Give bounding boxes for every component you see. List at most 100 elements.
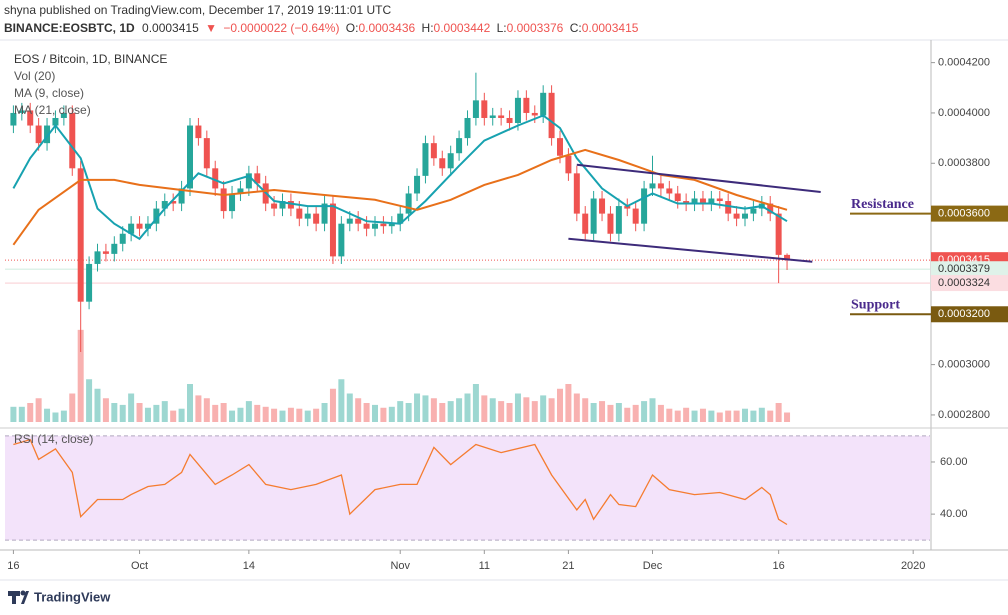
ohlc-value: 0.0003415 <box>582 21 639 35</box>
y-tick-label: 0.0004200 <box>938 57 990 69</box>
candle-body <box>372 223 378 229</box>
candle-body <box>615 206 622 234</box>
volume-bar <box>128 393 135 422</box>
volume-bar <box>271 408 278 422</box>
candle-body <box>271 203 278 209</box>
candle-body <box>397 213 404 224</box>
volume-bar <box>102 398 109 422</box>
candle-body <box>111 243 118 254</box>
volume-bar <box>683 407 690 422</box>
candle-body <box>69 112 76 169</box>
volume-bar <box>691 410 698 422</box>
volume-bar <box>447 401 454 422</box>
candle-body <box>44 125 51 144</box>
x-tick-label: Oct <box>131 560 148 572</box>
candle-body <box>86 263 93 302</box>
logo-shape <box>21 591 29 604</box>
volume-bar <box>178 408 185 422</box>
candle-body <box>178 188 185 204</box>
volume-bar <box>464 393 471 422</box>
level-name: Resistance <box>851 197 914 212</box>
candle-body <box>161 201 168 209</box>
volume-bar <box>187 384 193 422</box>
volume-bar <box>439 403 446 422</box>
x-tick-label: Dec <box>643 560 663 572</box>
candle-body <box>313 213 320 224</box>
candle-body <box>447 153 454 169</box>
candle-body <box>18 110 25 113</box>
ohlc-key: H: <box>422 21 434 35</box>
volume-bar <box>750 410 757 422</box>
volume-bar <box>111 403 118 422</box>
volume-bar <box>35 398 42 422</box>
volume-bar <box>304 410 311 422</box>
volume-bar <box>481 395 488 422</box>
volume-bar <box>52 412 59 422</box>
volume-bar <box>506 403 513 422</box>
candle-body <box>683 201 690 204</box>
volume-bar <box>69 393 76 422</box>
candle-body <box>388 223 395 227</box>
candle-body <box>481 100 488 118</box>
candle-body <box>296 208 303 219</box>
price-badge-label: 0.0003379 <box>938 263 990 275</box>
y-tick-label: 0.0003000 <box>938 359 990 371</box>
volume-bar <box>573 393 580 422</box>
candle-body <box>220 188 227 212</box>
volume-bar <box>313 408 320 422</box>
candle-body <box>94 251 101 264</box>
volume-bar <box>161 401 168 422</box>
volume-bar <box>405 403 412 422</box>
level-badge-label: 0.0003600 <box>938 208 990 220</box>
candle-body <box>784 254 791 261</box>
ohlc-key: C: <box>570 21 582 35</box>
volume-bar <box>716 412 723 422</box>
candle-body <box>52 117 59 126</box>
candle-body <box>153 208 160 224</box>
candle-body <box>35 125 42 144</box>
ohlc-key: L: <box>497 21 507 35</box>
candle-body <box>725 201 732 214</box>
rsi-band <box>5 435 930 541</box>
quote-line: BINANCE:EOSBTC, 1D 0.0003415 ▼ −0.000002… <box>4 21 639 35</box>
level-badge <box>931 205 1008 222</box>
volume-bar <box>733 410 740 422</box>
brand-name: TradingView <box>34 589 111 604</box>
candle-body <box>657 183 664 189</box>
candle-body <box>430 143 437 159</box>
y-tick-label: 0.0004000 <box>938 107 990 119</box>
volume-bar <box>153 404 160 422</box>
candle-body <box>187 125 193 189</box>
x-tick-label: 16 <box>773 560 785 572</box>
x-tick-label: Nov <box>390 560 410 572</box>
volume-bar <box>557 388 563 422</box>
candle-body <box>514 97 521 124</box>
volume-bar <box>523 397 530 422</box>
candle-body <box>506 117 513 124</box>
candle-body <box>691 198 698 204</box>
candle-body <box>355 218 362 224</box>
change-arrow: ▼ <box>205 21 217 35</box>
candle-body <box>767 203 774 214</box>
ma-line <box>12 114 788 241</box>
candle-body <box>540 92 547 116</box>
candle-body <box>321 203 328 224</box>
volume-bar <box>565 384 572 422</box>
x-tick-label: 21 <box>562 560 574 572</box>
candle-body <box>775 213 782 255</box>
candle-body <box>27 110 34 126</box>
trendline <box>576 163 821 193</box>
candle-body <box>422 143 429 176</box>
legend-entry: MA (9, close) <box>14 86 84 100</box>
rsi-line <box>13 438 788 526</box>
volume-bar <box>136 403 143 422</box>
candle-body <box>304 213 311 219</box>
candle-body <box>279 201 286 209</box>
logo-shape <box>8 591 20 596</box>
volume-bar <box>77 329 84 422</box>
x-tick-label: 14 <box>243 560 255 572</box>
candle-body <box>472 100 479 118</box>
candle-body <box>607 213 614 234</box>
candle-body <box>649 183 656 189</box>
